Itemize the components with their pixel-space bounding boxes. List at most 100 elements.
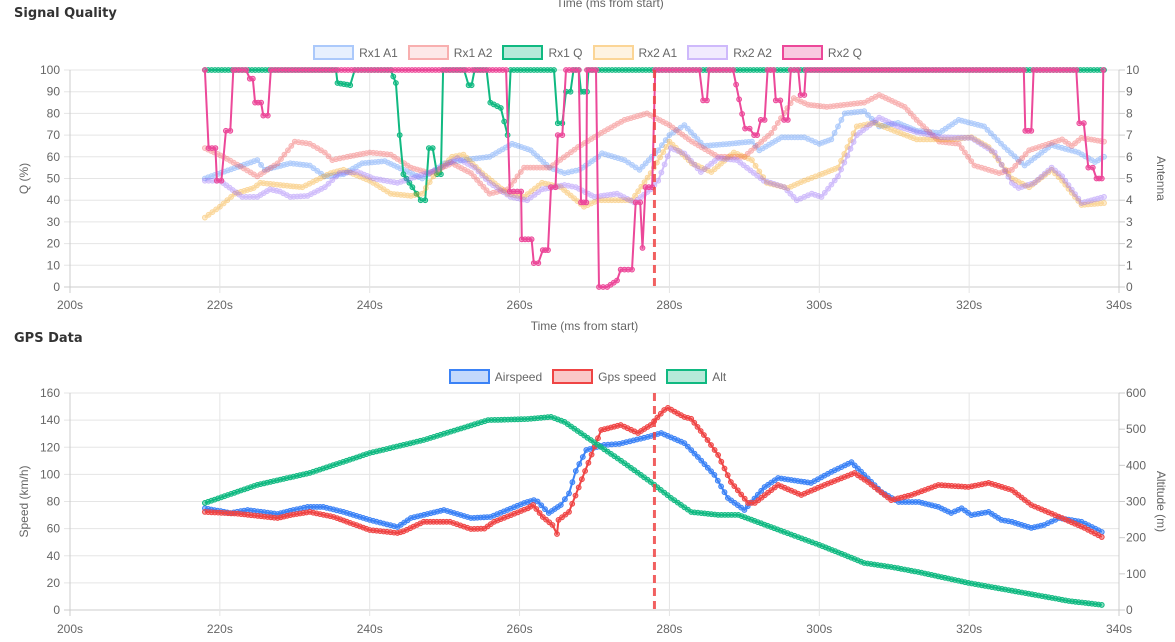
gps-data-legend: Airspeed Gps speed Alt bbox=[0, 369, 1175, 384]
data-point bbox=[791, 182, 798, 189]
data-point bbox=[694, 424, 701, 430]
data-point bbox=[1055, 174, 1062, 181]
data-point bbox=[958, 134, 965, 141]
data-point bbox=[524, 164, 531, 171]
data-point bbox=[463, 154, 470, 161]
data-point bbox=[948, 134, 955, 141]
data-point bbox=[1078, 200, 1085, 206]
data-point bbox=[543, 161, 550, 168]
legend-item-rx1-q[interactable]: Rx1 Q bbox=[502, 45, 583, 60]
data-point bbox=[961, 134, 968, 141]
data-point bbox=[965, 134, 971, 141]
data-point bbox=[1062, 145, 1068, 152]
data-point bbox=[244, 167, 251, 174]
data-point bbox=[517, 169, 524, 175]
data-point bbox=[629, 162, 635, 168]
data-point bbox=[797, 195, 804, 202]
data-point bbox=[224, 155, 230, 162]
data-point bbox=[708, 442, 714, 448]
data-point bbox=[299, 139, 306, 146]
data-point bbox=[509, 140, 515, 147]
data-point bbox=[524, 146, 531, 153]
series-rx1-a1 bbox=[202, 108, 1107, 182]
data-point bbox=[288, 143, 295, 149]
legend-label: Alt bbox=[712, 369, 727, 384]
data-point bbox=[728, 479, 734, 485]
data-point bbox=[243, 67, 250, 73]
data-point bbox=[409, 184, 416, 191]
data-point bbox=[1078, 202, 1085, 208]
data-point bbox=[946, 123, 952, 130]
legend-item-rx1-a1[interactable]: Rx1 A1 bbox=[313, 45, 398, 60]
data-point bbox=[985, 145, 991, 152]
legend-item-rx1-a2[interactable]: Rx1 A2 bbox=[407, 45, 492, 60]
data-point bbox=[898, 121, 904, 128]
data-point bbox=[866, 122, 873, 129]
data-point bbox=[406, 179, 413, 186]
data-point bbox=[889, 98, 895, 104]
legend-item-rx2-a1[interactable]: Rx2 A1 bbox=[592, 45, 677, 60]
legend-item-rx2-q[interactable]: Rx2 Q bbox=[781, 45, 862, 60]
data-point bbox=[637, 199, 644, 206]
data-point bbox=[534, 498, 541, 505]
data-point bbox=[403, 175, 410, 182]
data-point bbox=[1048, 142, 1055, 149]
data-point bbox=[608, 197, 615, 204]
data-point bbox=[1041, 147, 1048, 154]
data-point bbox=[486, 153, 493, 160]
data-point bbox=[387, 190, 394, 197]
data-point bbox=[491, 180, 498, 187]
data-point bbox=[696, 67, 703, 73]
data-point bbox=[1101, 200, 1107, 206]
data-point bbox=[704, 142, 710, 149]
data-point bbox=[557, 168, 564, 175]
data-point bbox=[212, 145, 219, 152]
data-point bbox=[566, 490, 572, 497]
data-point bbox=[333, 173, 339, 180]
legend-item-alt[interactable]: Alt bbox=[666, 369, 726, 384]
data-point bbox=[685, 136, 692, 143]
data-point bbox=[933, 129, 939, 136]
legend-item-gps-speed[interactable]: Gps speed bbox=[552, 369, 656, 384]
data-point bbox=[812, 139, 819, 146]
data-point bbox=[1059, 177, 1065, 184]
data-point bbox=[427, 169, 434, 175]
data-point bbox=[844, 144, 851, 150]
data-point bbox=[837, 102, 844, 109]
data-point bbox=[423, 185, 429, 191]
data-point bbox=[569, 479, 576, 486]
data-point bbox=[820, 103, 827, 110]
chart-1: 0 20 40 60 80 100 120 140 160 0 100 200 300 400 500 600… bbox=[17, 386, 1168, 636]
data-point bbox=[607, 191, 614, 198]
data-point bbox=[387, 178, 394, 185]
data-point bbox=[333, 156, 339, 163]
data-point bbox=[294, 193, 301, 200]
data-point bbox=[542, 180, 549, 187]
gps-data-title: GPS Data bbox=[14, 331, 83, 346]
data-point bbox=[1014, 156, 1021, 163]
data-point bbox=[310, 143, 317, 149]
data-point bbox=[1072, 148, 1079, 155]
data-point bbox=[479, 170, 486, 177]
data-point bbox=[408, 164, 414, 171]
data-point bbox=[718, 160, 724, 167]
legend-label: Rx1 Q bbox=[548, 45, 583, 60]
data-point bbox=[754, 142, 761, 148]
data-point bbox=[801, 134, 808, 141]
data-point bbox=[1022, 183, 1028, 189]
data-point bbox=[241, 188, 248, 194]
signal-quality-legend: Rx1 A1 Rx1 A2 Rx1 Q Rx2 A1 Rx2 A2 Rx2 Q bbox=[0, 45, 1175, 60]
legend-item-airspeed[interactable]: Airspeed bbox=[448, 369, 542, 384]
data-point bbox=[1052, 170, 1058, 177]
data-point bbox=[751, 144, 758, 151]
data-point bbox=[474, 177, 481, 183]
data-point bbox=[992, 153, 999, 159]
data-point bbox=[377, 150, 384, 157]
legend-item-rx2-a2[interactable]: Rx2 A2 bbox=[687, 45, 772, 60]
data-point bbox=[822, 169, 829, 176]
data-point bbox=[994, 137, 1001, 144]
data-point bbox=[971, 121, 978, 127]
data-point bbox=[404, 162, 411, 169]
y-tick-label: 40 bbox=[47, 549, 61, 563]
data-point bbox=[1041, 170, 1048, 177]
